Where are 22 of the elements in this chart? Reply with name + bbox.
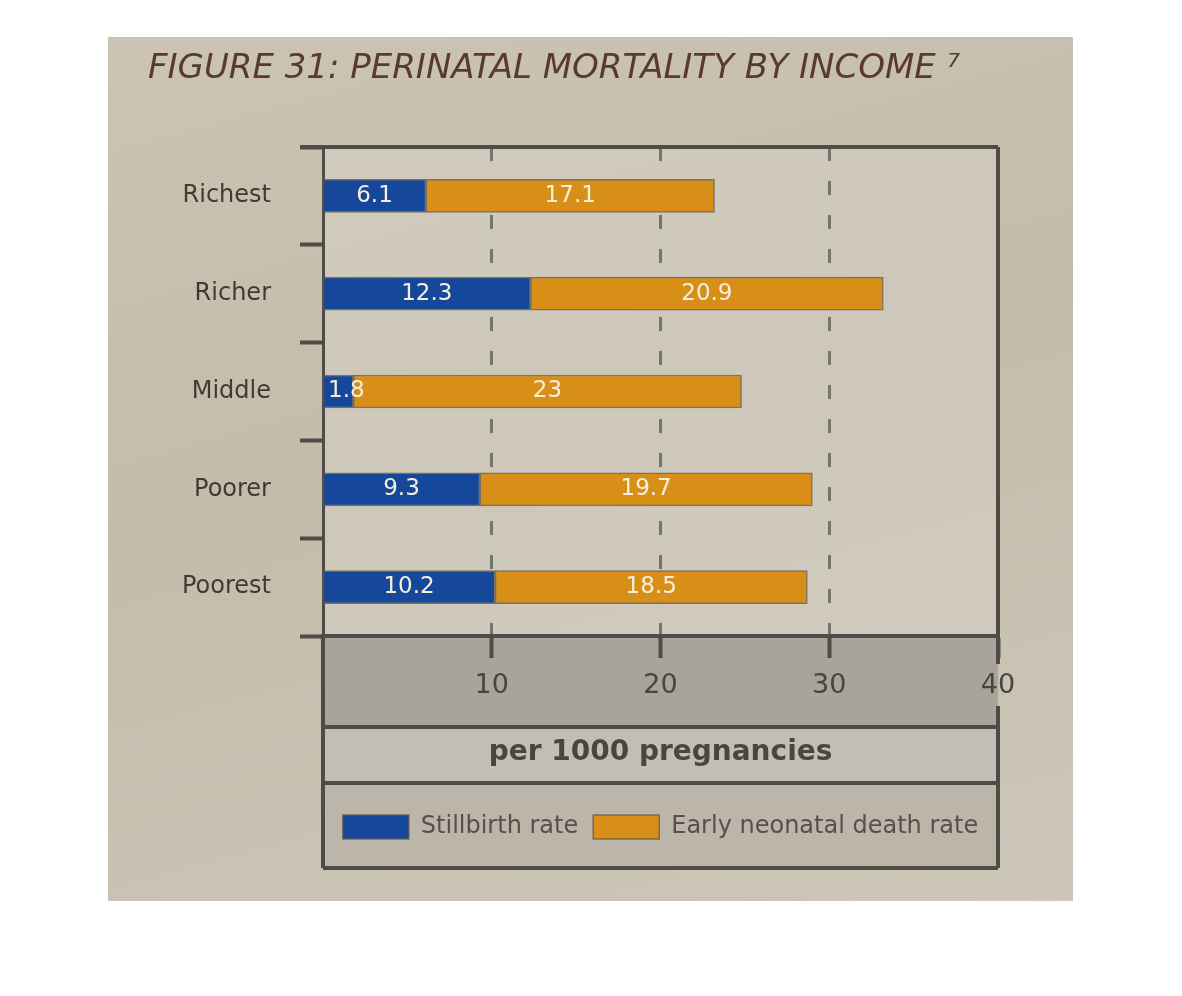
y-tick-label: Poorest xyxy=(181,571,271,600)
data-label: 17.1 xyxy=(544,180,596,207)
data-label: 20.9 xyxy=(681,278,733,305)
data-label: 19.7 xyxy=(620,474,672,501)
x-tick-label: 30 xyxy=(812,668,847,700)
x-tick-label: 20 xyxy=(643,668,678,700)
data-label: 12.3 xyxy=(401,278,453,305)
legend-label: Stillbirth rate xyxy=(420,811,579,840)
y-tick-label: Poorer xyxy=(194,473,272,502)
legend-label: Early neonatal death rate xyxy=(671,811,979,840)
x-axis-title: per 1000 pregnancies xyxy=(488,734,833,768)
data-label: 23 xyxy=(532,376,563,403)
data-label: 10.2 xyxy=(383,572,435,599)
x-tick-label: 10 xyxy=(474,668,509,700)
y-tick-label: Richer xyxy=(194,277,272,306)
chart-title: FIGURE 31: PERINATAL MORTALITY BY INCOME ⁷ xyxy=(148,46,961,86)
x-tick-label: 40 xyxy=(980,668,1016,700)
data-label: 6.1 xyxy=(356,180,393,207)
data-label: 9.3 xyxy=(383,474,420,501)
y-tick-label: Middle xyxy=(191,375,271,404)
data-label: 18.5 xyxy=(625,572,677,599)
y-tick-label: Richest xyxy=(182,180,271,209)
